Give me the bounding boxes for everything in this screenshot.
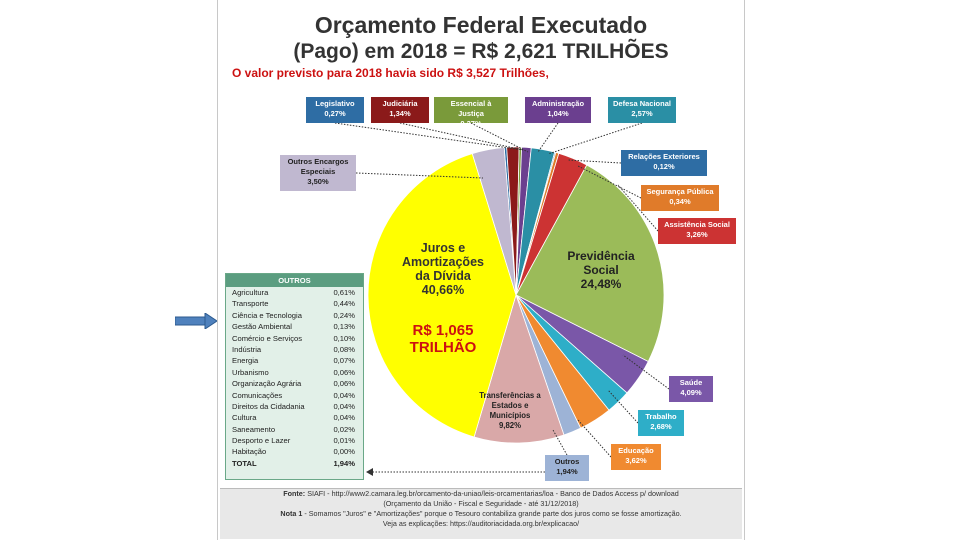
callout-assistencia: Assistência Social 3,26% — [658, 218, 736, 244]
arrowhead-icon — [366, 468, 373, 476]
callout-seguranca: Segurança Pública 0,34% — [641, 185, 719, 211]
callout-judiciaria: Judiciária 1,34% — [371, 97, 429, 123]
leader-line-defesa — [547, 122, 643, 155]
outros-table-row: Urbanismo 0,06% — [232, 367, 355, 377]
callout-relacoes: Relações Exteriores 0,12% — [621, 150, 707, 176]
outros-table-row: Comércio e Serviços 0,10% — [232, 333, 355, 343]
leader-line-encargos — [355, 172, 484, 179]
outros-table-row: Gestão Ambiental 0,13% — [232, 322, 355, 332]
outros-table-header: OUTROS — [226, 274, 363, 287]
label-juros-value: TRILHÃO — [410, 338, 477, 356]
outros-table-row: Saneamento 0,02% — [232, 424, 355, 434]
chart-title-line1: Orçamento Federal Executado — [314, 12, 648, 38]
leader-line-assistencia — [617, 184, 659, 232]
callout-outros: Outros 1,94% — [545, 455, 589, 481]
leader-line-educacao — [577, 419, 612, 458]
pie-slice-13 — [473, 293, 565, 444]
outros-table-row: Agricultura 0,61% — [232, 288, 355, 297]
label-previdencia: Social — [583, 263, 618, 277]
infographic-frame: Orçamento Federal Executado (Pago) em 20… — [217, 0, 745, 540]
label-transferencias: 9,82% — [499, 421, 521, 430]
label-transferencias: Municípios — [490, 411, 531, 420]
chart-title-line2: (Pago) em 2018 = R$ 2,621 TRILHÕES — [293, 40, 669, 63]
callout-defesa: Defesa Nacional 2,57% — [608, 97, 676, 123]
outros-table-row: Energia 0,07% — [232, 356, 355, 366]
callout-administracao: Administração 1,04% — [525, 97, 591, 123]
outros-table-row: Desporto e Lazer 0,01% — [232, 436, 355, 446]
label-juros: Juros e — [421, 241, 466, 255]
outros-table-row: Transporte 0,44% — [232, 299, 355, 309]
label-previdencia: 24,48% — [581, 277, 622, 291]
leader-line-trabalho — [607, 389, 639, 424]
label-juros: da Dívida — [415, 269, 472, 283]
label-juros-value: R$ 1,065 — [413, 322, 474, 339]
label-transferencias: Transferências a — [479, 391, 541, 400]
label-juros: 40,66% — [422, 283, 464, 297]
callout-trabalho: Trabalho 2,68% — [638, 410, 684, 436]
leader-line-administracao — [537, 122, 559, 153]
outros-total-row: TOTAL 1,94% — [232, 458, 355, 468]
label-transferencias: Estados e — [492, 401, 529, 410]
outros-table-row: Comunicações 0,04% — [232, 390, 355, 400]
pie-slice-15 — [471, 147, 517, 296]
outros-table-row: Ciência e Tecnologia 0,24% — [232, 310, 355, 320]
outros-table-row: Indústria 0,08% — [232, 344, 355, 354]
leader-line-saude — [622, 354, 670, 390]
pie-slice-8 — [515, 164, 665, 363]
callout-essencial: Essencial à Justiça 0,27% — [434, 97, 508, 128]
callout-legislativo: Legislativo 0,27% — [306, 97, 364, 123]
outros-table-row: Organização Agrária 0,06% — [232, 379, 355, 389]
callout-encargos: Outros Encargos Especiais 3,50% — [280, 155, 356, 191]
label-previdencia: Previdência — [567, 249, 635, 263]
outros-table: OUTROS Agricultura 0,61% Transporte 0,44% Ci… — [225, 273, 364, 480]
chart-subtitle: O valor previsto para 2018 havia sido R$… — [232, 66, 549, 80]
outros-table-row: Direitos da Cidadania 0,04% — [232, 401, 355, 411]
callout-educacao: Educação 3,62% — [611, 444, 661, 470]
outros-table-row: Cultura 0,04% — [232, 413, 355, 423]
outros-table-row: Habitação 0,00% — [232, 447, 355, 457]
pointer-arrow-icon — [175, 313, 217, 329]
label-juros: Amortizações — [402, 255, 484, 269]
source-footer: Fonte: SIAFI - http://www2.camara.leg.br… — [220, 488, 742, 539]
callout-saude: Saúde 4,09% — [669, 376, 713, 402]
